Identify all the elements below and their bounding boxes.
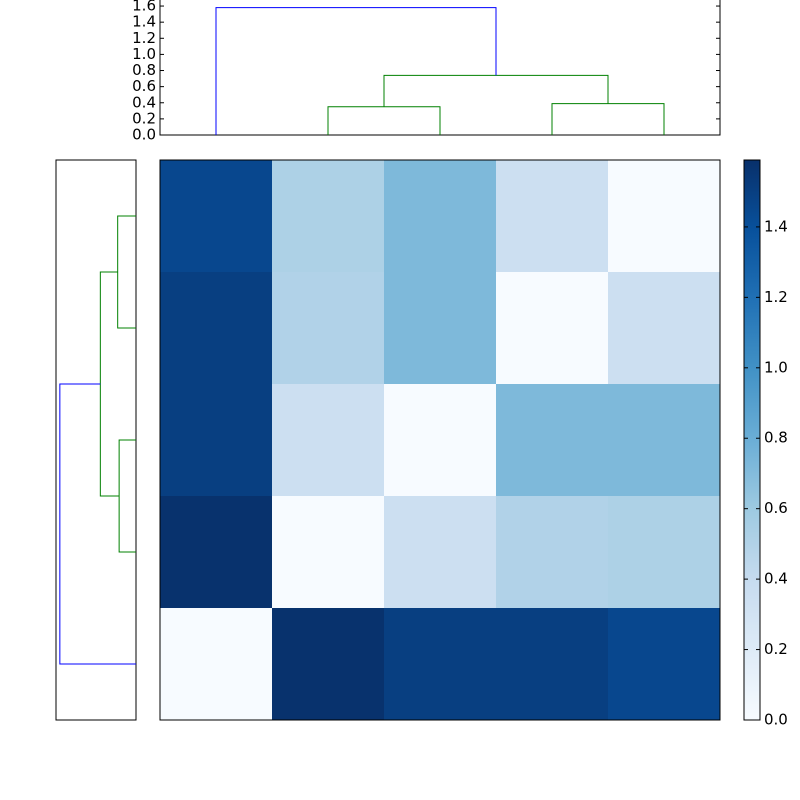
colorbar-tick-label: 1.0 — [764, 358, 788, 376]
y-tick-label: 0.8 — [132, 61, 156, 79]
dendrogram-link — [59, 383, 136, 665]
heat-cell — [160, 272, 273, 385]
colorbar-tick-label: 0.4 — [764, 570, 788, 588]
dendrogram-link — [117, 215, 136, 329]
y-tick-label: 0.6 — [132, 77, 156, 95]
dendrogram-link — [383, 74, 609, 107]
y-tick-label: 1.2 — [132, 29, 156, 47]
heat-cell — [272, 384, 385, 497]
colorbar-tick-label: 0.2 — [764, 640, 788, 658]
dendrogram-link — [118, 439, 136, 553]
heat-cell — [272, 160, 385, 273]
heat-cell — [608, 272, 721, 385]
heat-cell — [384, 160, 497, 273]
y-tick-label: 1.6 — [132, 0, 156, 15]
heat-cell — [608, 496, 721, 609]
heat-cell — [160, 384, 273, 497]
heat-cell — [384, 384, 497, 497]
heat-cell — [272, 608, 385, 721]
colorbar-tick-label: 0.0 — [764, 711, 788, 729]
plot-layer: 0.00.20.40.60.81.01.21.40.00.20.40.60.81… — [55, 0, 788, 729]
dendrogram-link — [551, 103, 665, 135]
y-tick-label: 0.0 — [132, 126, 156, 144]
colorbar-tick-label: 1.4 — [764, 217, 788, 235]
heat-cell — [496, 608, 609, 721]
heat-cell — [160, 160, 273, 273]
dendrogram-link — [327, 106, 441, 135]
colorbar-tick-label: 0.8 — [764, 429, 788, 447]
dendrogram-link — [215, 7, 497, 135]
heat-cell — [272, 496, 385, 609]
heat-cell — [496, 384, 609, 497]
y-tick-label: 1.0 — [132, 45, 156, 63]
heat-cell — [608, 384, 721, 497]
y-tick-label: 0.4 — [132, 93, 156, 111]
colorbar-tick-label: 0.6 — [764, 499, 788, 517]
heatmap-frame — [159, 159, 721, 721]
colorbar-tick-label: 1.2 — [764, 288, 788, 306]
heat-cell — [384, 272, 497, 385]
y-tick-label: 0.2 — [132, 109, 156, 127]
colorbar — [743, 159, 761, 721]
heat-cell — [496, 160, 609, 273]
heat-cell — [160, 496, 273, 609]
heat-cell — [496, 496, 609, 609]
heat-cell — [272, 272, 385, 385]
heat-cell — [384, 496, 497, 609]
heat-cell — [384, 608, 497, 721]
heat-cell — [608, 608, 721, 721]
y-tick-label: 1.4 — [132, 13, 156, 31]
heat-cell — [608, 160, 721, 273]
heat-cell — [496, 272, 609, 385]
heat-cell — [160, 608, 273, 721]
dendrogram-link — [99, 271, 120, 497]
